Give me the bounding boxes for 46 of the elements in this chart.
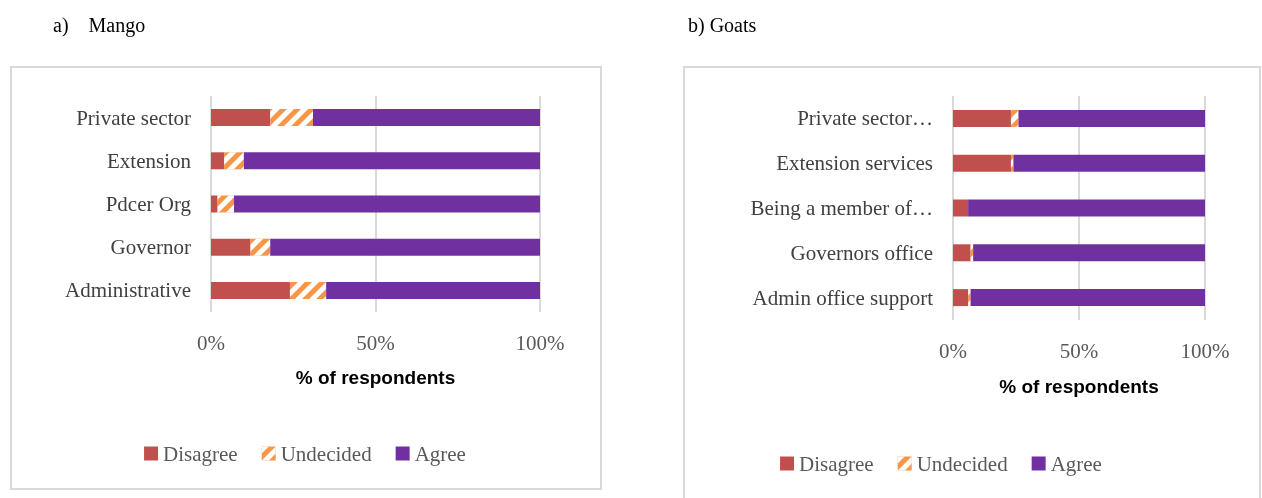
legend-label: Undecided [280, 441, 373, 466]
bar [953, 199, 969, 217]
bar [243, 152, 540, 170]
bar [312, 109, 540, 127]
x-tick-label: 50% [1059, 338, 1099, 363]
bar [211, 195, 218, 213]
bar [970, 289, 1205, 307]
bar [211, 109, 271, 127]
y-tick-label: Pdcer Org [105, 192, 192, 216]
x-axis-title: % of respondents [999, 376, 1159, 397]
y-tick-label: Private sector… [797, 106, 933, 131]
x-tick-label: 100% [515, 330, 565, 355]
bar [234, 195, 540, 213]
legend-label: Undecided [916, 451, 1009, 476]
y-tick-label: Private sector [76, 105, 192, 130]
y-tick-label: Extension services [776, 151, 933, 176]
x-axis-title: % of respondents [295, 367, 456, 388]
bar [211, 281, 290, 299]
y-tick-label: Administrative [65, 278, 191, 303]
legend-label: Agree [1050, 451, 1102, 476]
bar [953, 109, 1011, 127]
bar [326, 281, 540, 299]
text: b) Goats [688, 14, 757, 37]
y-tick-label: Admin office support [752, 285, 934, 310]
bar [1018, 109, 1205, 127]
y-tick-label: Extension [107, 148, 192, 173]
x-tick-label: 0% [939, 338, 967, 363]
bar [953, 289, 969, 307]
bar [211, 152, 225, 170]
chart-title: a) Mango [53, 14, 146, 37]
bar [953, 154, 1011, 172]
bar [270, 238, 540, 256]
bar [1013, 154, 1205, 172]
y-tick-label: Governor [110, 235, 191, 260]
legend-label: Disagree [163, 441, 238, 466]
bar [953, 244, 971, 262]
y-tick-label: Governors office [790, 240, 933, 265]
bar [973, 244, 1205, 262]
bar [968, 199, 1205, 217]
y-tick-label: Being a member of… [750, 196, 933, 220]
legend-label: Disagree [799, 451, 874, 476]
bar [211, 238, 251, 256]
x-tick-label: 0% [197, 330, 225, 355]
legend-label: Agree [414, 441, 466, 466]
x-tick-label: 50% [356, 330, 395, 355]
x-tick-label: 100% [1180, 338, 1230, 363]
